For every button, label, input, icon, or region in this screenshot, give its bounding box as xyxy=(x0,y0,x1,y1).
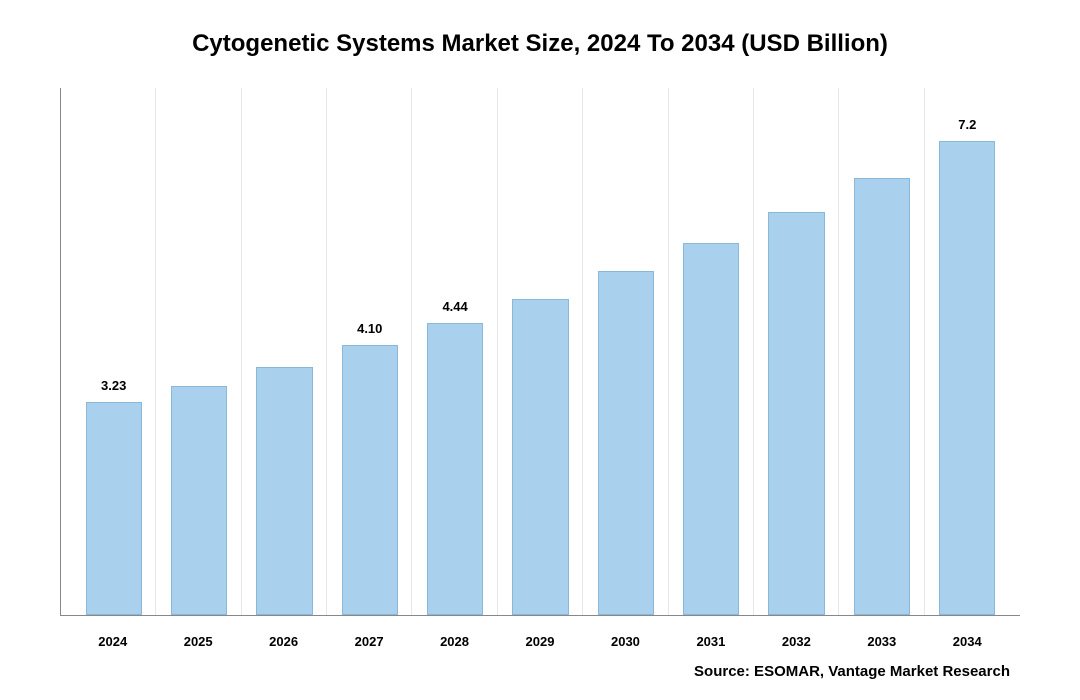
x-axis-label: 2026 xyxy=(241,634,326,649)
bar xyxy=(768,212,824,615)
bar-slot xyxy=(498,88,583,615)
bar xyxy=(342,345,398,615)
bar xyxy=(683,243,739,615)
x-axis-label: 2031 xyxy=(668,634,753,649)
bar xyxy=(598,271,654,615)
x-axis-labels: 2024202520262027202820292030203120322033… xyxy=(60,626,1020,649)
x-axis-label: 2034 xyxy=(925,634,1010,649)
bar xyxy=(256,367,312,615)
x-axis-label: 2030 xyxy=(583,634,668,649)
bar xyxy=(854,178,910,615)
x-axis-label: 2027 xyxy=(326,634,411,649)
bar-value-label: 4.44 xyxy=(442,299,467,317)
plot-area: 3.23 4.10 4.44 7.2 xyxy=(60,88,1020,616)
bar xyxy=(427,323,483,615)
chart-container: Cytogenetic Systems Market Size, 2024 To… xyxy=(0,0,1080,700)
bar xyxy=(171,386,227,615)
bar-slot xyxy=(583,88,668,615)
bar xyxy=(512,299,568,615)
source-text: Source: ESOMAR, Vantage Market Research xyxy=(40,663,1010,680)
bar-slot: 7.2 xyxy=(925,88,1010,615)
bar xyxy=(939,141,995,615)
bar-slot xyxy=(156,88,241,615)
bar-slot: 4.44 xyxy=(412,88,497,615)
bar-value-label: 4.10 xyxy=(357,321,382,339)
bar-slot: 3.23 xyxy=(71,88,156,615)
x-axis-label: 2033 xyxy=(839,634,924,649)
bar-value-label: 3.23 xyxy=(101,378,126,396)
bars-wrap: 3.23 4.10 4.44 7.2 xyxy=(61,88,1020,615)
x-axis-label: 2032 xyxy=(754,634,839,649)
x-axis-label: 2024 xyxy=(70,634,155,649)
bar-slot xyxy=(242,88,327,615)
x-axis-label: 2029 xyxy=(497,634,582,649)
bar-slot xyxy=(669,88,754,615)
bar-slot xyxy=(839,88,924,615)
chart-title: Cytogenetic Systems Market Size, 2024 To… xyxy=(40,30,1040,58)
bar-slot xyxy=(754,88,839,615)
bar xyxy=(86,402,142,615)
bar-value-label: 7.2 xyxy=(958,117,976,135)
x-axis-label: 2028 xyxy=(412,634,497,649)
x-axis-label: 2025 xyxy=(155,634,240,649)
bar-slot: 4.10 xyxy=(327,88,412,615)
